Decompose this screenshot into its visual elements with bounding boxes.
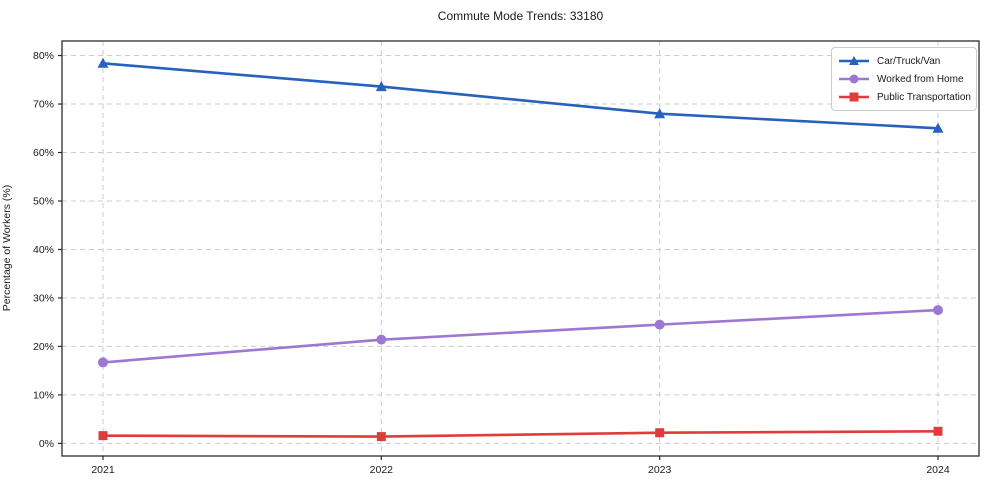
y-tick-label: 70% [33,99,54,111]
legend-label: Worked from Home [877,73,964,85]
legend-label: Public Transportation [877,91,971,103]
series-line-square [101,429,940,438]
legend-item-public-transportation: Public Transportation [838,88,971,106]
data-point-triangle [97,57,109,68]
public-transportation-line-marker-icon [839,92,869,102]
y-tick-label: 30% [33,292,54,304]
data-point-circle [654,319,665,330]
x-tick-label: 2024 [926,464,950,476]
data-point-square [98,431,108,441]
legend-item-worked-from-home: Worked from Home [838,70,970,88]
data-point-circle [376,334,387,345]
legend-item-car-truck-van: Car/Truck/Van [838,52,970,70]
x-tick-label: 2023 [648,464,672,476]
y-tick-label: 40% [33,244,54,256]
series-line-circle [101,308,940,364]
y-tick-label: 50% [33,195,54,207]
series-line-triangle [101,62,940,130]
legend-label: Car/Truck/Van [877,55,941,67]
x-tick-label: 2022 [370,464,394,476]
data-point-circle [933,305,943,316]
y-tick-label: 0% [39,438,54,450]
data-point-square [376,432,386,442]
chart-title: Commute Mode Trends: 33180 [437,9,604,23]
plot-border [61,40,980,457]
legend: Car/Truck/Van Worked from Home Public Tr… [831,47,977,111]
data-point-square [655,428,665,438]
data-point-square [933,426,943,436]
data-point-circle [98,357,108,368]
worked-from-home-line-marker-icon [839,74,869,84]
data-point-triangle [654,108,666,119]
x-tick-label: 2021 [91,464,115,476]
y-tick-label: 10% [33,389,54,401]
y-tick-label: 80% [33,50,54,62]
y-tick-label: 20% [33,341,54,353]
y-tick-label: 60% [33,147,54,159]
data-point-triangle [932,122,944,133]
data-point-triangle [375,81,387,92]
car-truck-van-line-marker-icon [839,56,869,65]
